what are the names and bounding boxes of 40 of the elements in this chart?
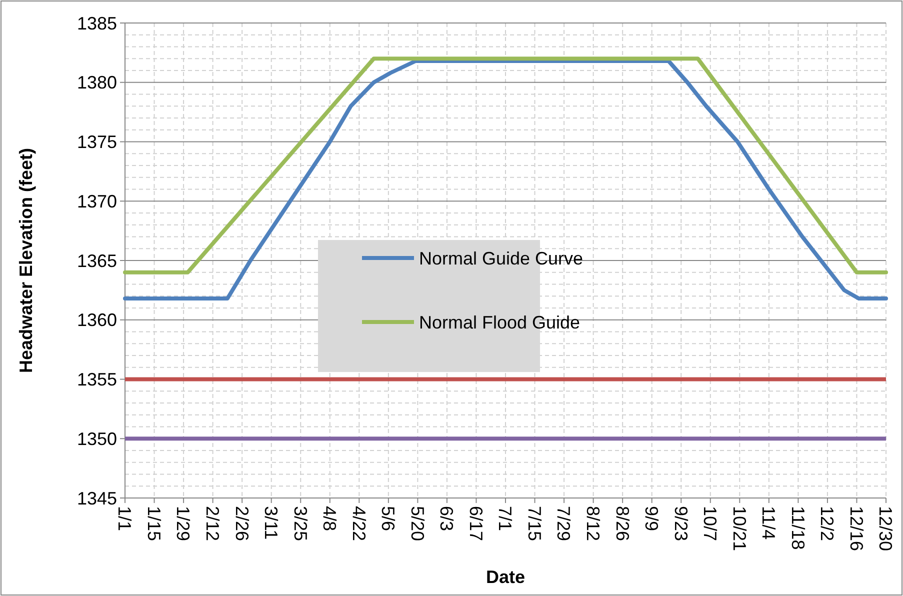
y-axis-title: Headwater Elevation (feet) — [16, 148, 36, 374]
x-tick-label: 8/12 — [583, 506, 604, 542]
x-tick-label: 2/12 — [202, 506, 223, 542]
x-tick-label: 12/16 — [846, 506, 866, 552]
x-tick-label: 6/3 — [436, 506, 457, 532]
y-tick-label: 1360 — [76, 310, 117, 330]
y-tick-label: 1355 — [76, 370, 117, 390]
x-tick-label: 10/21 — [729, 506, 750, 552]
legend-label: Normal Flood Guide — [419, 312, 580, 332]
y-tick-label: 1350 — [76, 428, 117, 449]
y-tick-label: 1385 — [76, 13, 117, 34]
x-tick-label: 12/2 — [817, 506, 838, 542]
legend-label: Normal Guide Curve — [419, 248, 584, 268]
y-tick-label: 1365 — [76, 250, 117, 271]
x-tick-label: 5/6 — [378, 506, 398, 532]
x-tick-label: 3/11 — [261, 506, 282, 540]
x-tick-label: 9/9 — [642, 506, 662, 532]
y-tick-label: 1370 — [76, 191, 117, 212]
x-tick-label: 6/17 — [466, 506, 486, 542]
x-tick-label: 7/1 — [495, 506, 516, 532]
x-tick-label: 11/18 — [788, 506, 808, 550]
y-tick-label: 1345 — [76, 488, 117, 508]
x-tick-label: 10/7 — [700, 506, 720, 542]
x-tick-label: 7/15 — [524, 506, 544, 542]
x-tick-label: 8/26 — [612, 506, 632, 542]
x-tick-label: 1/15 — [144, 506, 164, 542]
x-axis-title: Date — [486, 567, 526, 587]
x-tick-label: 1/1 — [114, 506, 135, 532]
x-tick-label: 4/8 — [320, 506, 340, 532]
x-tick-label: 4/22 — [348, 506, 369, 542]
x-tick-label: 1/29 — [173, 506, 194, 542]
x-tick-label: 5/20 — [407, 506, 428, 542]
y-tick-label: 1380 — [76, 72, 117, 93]
x-tick-label: 11/4 — [758, 506, 779, 540]
x-tick-label: 3/25 — [290, 506, 310, 542]
x-tick-label: 12/30 — [876, 506, 896, 552]
x-tick-label: 7/29 — [554, 506, 574, 542]
x-tick-label: 2/26 — [232, 506, 252, 542]
x-tick-label: 9/23 — [670, 506, 691, 542]
y-tick-label: 1375 — [76, 132, 117, 152]
